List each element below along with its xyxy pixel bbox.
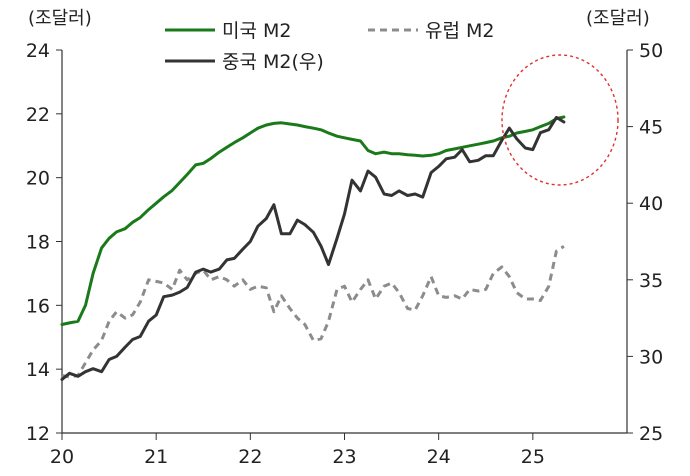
x-tick-label: 25 [521,446,545,468]
legend: 미국 M2 유럽 M2 중국 M2(우) [165,20,494,73]
highlight-circle [501,54,619,186]
legend-label-eu-m2: 유럽 M2 [425,20,494,42]
left-y-tick-label: 24 [26,40,50,62]
legend-label-us-m2: 미국 M2 [222,20,291,42]
x-tick-label: 23 [332,446,356,468]
series-lines [60,115,566,381]
x-tick-label: 22 [238,446,262,468]
left-y-tick-label: 22 [26,104,50,126]
legend-label-china-m2: 중국 M2(우) [222,51,324,73]
x-tick-label: 21 [144,446,168,468]
right-y-tick-label: 30 [639,346,663,368]
series-line-eu-m2 [61,245,565,379]
series-line-china-m2 [60,115,566,381]
left-axis-unit: (조달러) [28,8,92,29]
x-tick-label: 20 [50,446,74,468]
left-y-tick-label: 18 [26,232,50,254]
left-y-tick-label: 20 [26,168,50,190]
right-y-tick-label: 45 [639,117,663,139]
series-line-us-m2 [60,115,566,326]
right-y-tick-label: 50 [639,40,663,62]
right-y-tick-label: 40 [639,193,663,215]
left-y-tick-label: 12 [26,423,50,445]
right-y-tick-label: 25 [639,423,663,445]
right-axis-unit: (조달러) [586,8,650,29]
left-y-tick-label: 14 [26,359,50,381]
left-y-tick-label: 16 [26,295,50,317]
right-y-tick-label: 35 [639,270,663,292]
axes: 12 14 16 18 20 22 24 25 30 35 40 45 50 20 21 22 23 24 25 [26,40,663,468]
x-tick-label: 24 [427,446,451,468]
